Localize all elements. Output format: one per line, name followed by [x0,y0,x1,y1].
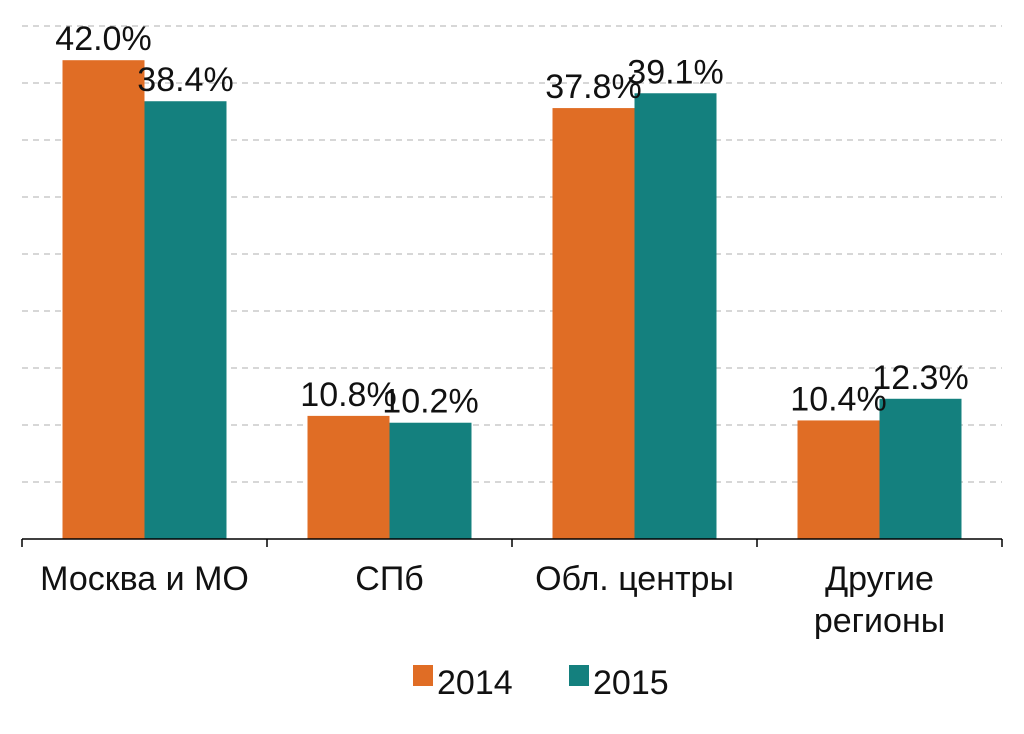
bars [62,60,962,540]
value-label: 10.8% [300,376,396,414]
value-labels: 42.0%38.4% 10.8%10.2% 37.8%39.1% 10.4%12.3% [55,20,968,421]
bar-2014-2 [307,415,390,539]
legend: 2014 2015 [413,664,669,702]
category-label: Обл. центры [535,560,734,598]
legend-swatch-2015 [569,665,589,686]
value-label: 42.0% [55,20,151,58]
value-label: 39.1% [627,53,723,91]
bar-2015-4 [879,398,962,539]
category-label: регионы [814,602,945,640]
legend-label: 2015 [593,664,669,702]
category-label: СПб [355,560,423,598]
bar-2015-3 [634,93,717,539]
x-axis [21,538,1003,547]
value-label: 37.8% [545,68,641,106]
category-labels: Москва и МО СПб Обл. центры Другие регионы [40,560,945,640]
legend-swatch-2014 [413,665,433,686]
bar-2015-1 [144,101,227,540]
category-label: Другие [825,560,934,598]
value-label: 38.4% [137,61,233,99]
legend-label: 2014 [437,664,513,702]
value-label: 10.4% [790,380,886,418]
value-label: 12.3% [872,359,968,397]
bar-2014-1 [62,60,145,539]
bar-2014-3 [552,108,635,539]
bar-2014-4 [797,420,880,539]
bar-2015-2 [389,422,472,539]
category-label: Москва и МО [40,560,249,598]
value-label: 10.2% [382,383,478,421]
